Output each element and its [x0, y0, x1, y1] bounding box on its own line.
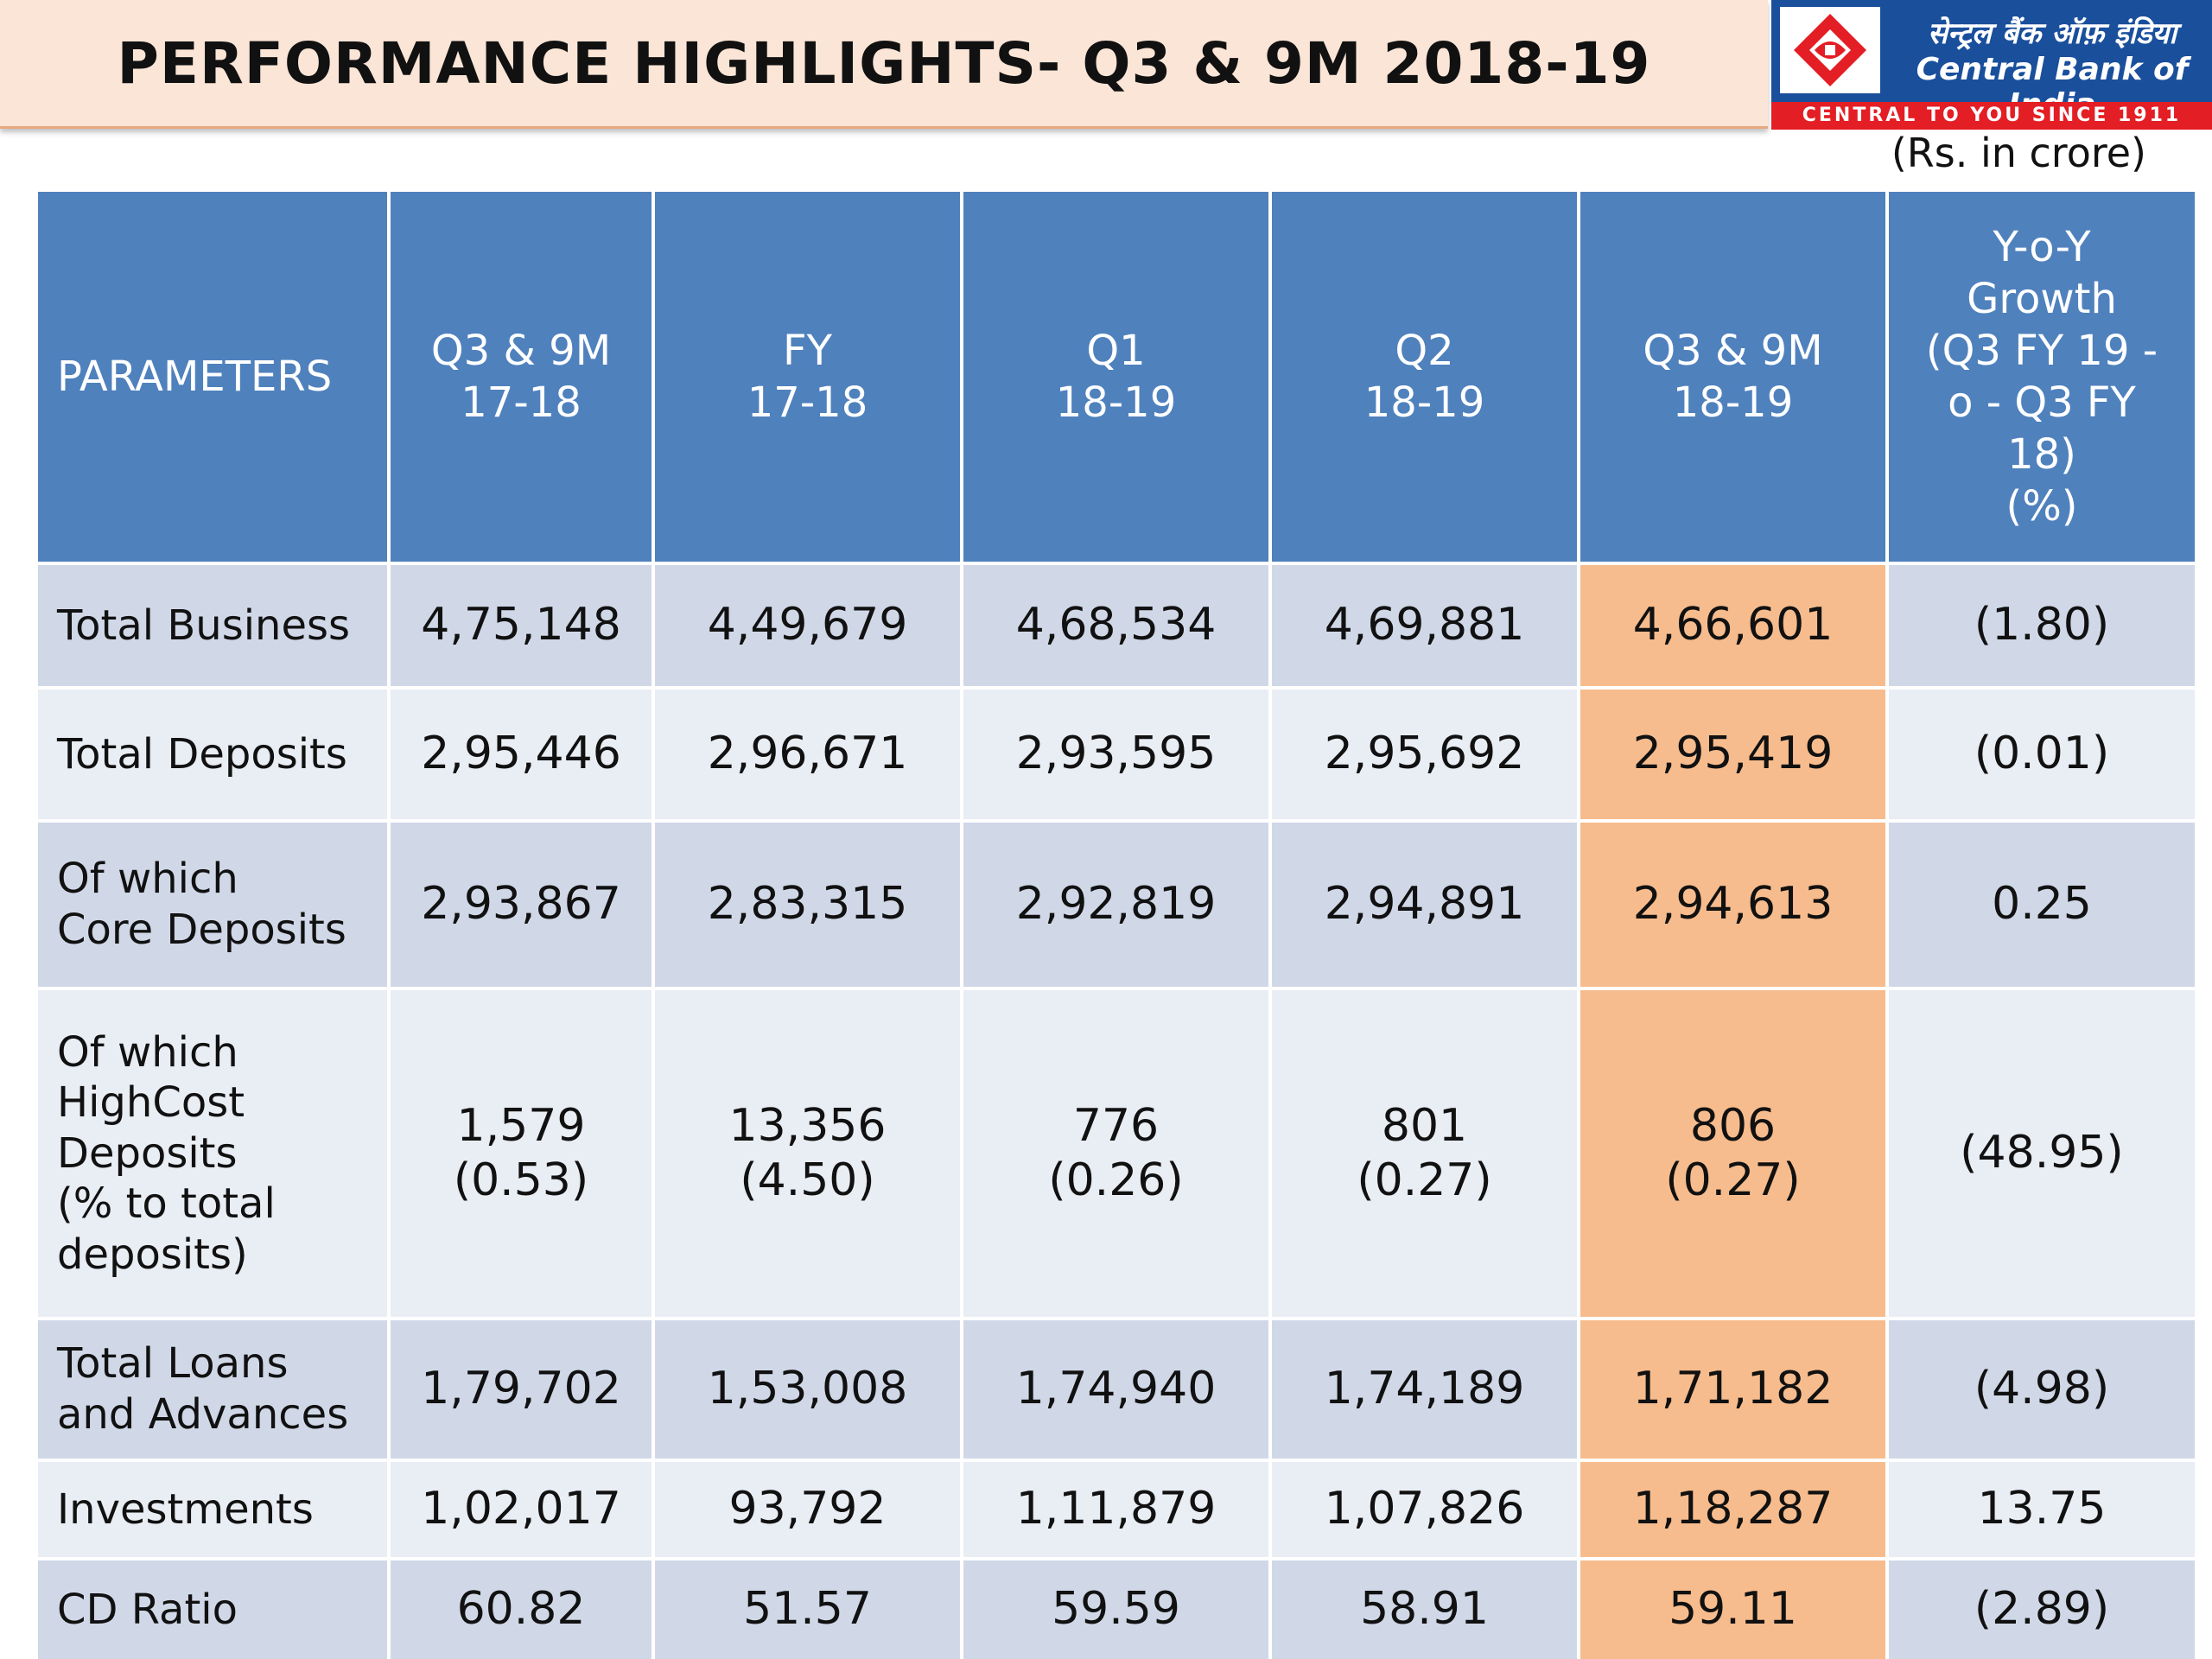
table-cell: 59.59 [963, 1560, 1268, 1659]
table-cell: 2,83,315 [655, 823, 960, 987]
table-cell: 2,93,867 [391, 823, 652, 987]
table-cell: 58.91 [1272, 1560, 1577, 1659]
table-cell-highlight: 1,18,287 [1580, 1462, 1885, 1557]
table-cell-highlight: 2,94,613 [1580, 823, 1885, 987]
table-cell: 2,96,671 [655, 690, 960, 819]
table-cell: 2,92,819 [963, 823, 1268, 987]
header-q1-18-19: Q1 18-19 [963, 192, 1268, 562]
table-cell: 51.57 [655, 1560, 960, 1659]
header-yoy-growth: Y-o-Y Growth (Q3 FY 19 - o - Q3 FY 18) (… [1889, 192, 2195, 562]
table-cell-highlight: 2,95,419 [1580, 690, 1885, 819]
header-fy-17-18: FY 17-18 [655, 192, 960, 562]
header-parameters: PARAMETERS [38, 192, 387, 562]
table-cell: 60.82 [391, 1560, 652, 1659]
row-label-cd-ratio: CD Ratio [38, 1560, 387, 1659]
table-cell: 1,74,940 [963, 1320, 1268, 1459]
table-cell: 4,68,534 [963, 565, 1268, 686]
table-cell-growth: (0.01) [1889, 690, 2195, 819]
table-cell-growth: 0.25 [1889, 823, 2195, 987]
table-cell: 2,94,891 [1272, 823, 1577, 987]
table-cell: 93,792 [655, 1462, 960, 1557]
row-label-investments: Investments [38, 1462, 387, 1557]
table-cell-highlight: 1,71,182 [1580, 1320, 1885, 1459]
header-q3-9m-17-18: Q3 & 9M 17-18 [391, 192, 652, 562]
header-q2-18-19: Q2 18-19 [1272, 192, 1577, 562]
table-cell: 2,93,595 [963, 690, 1268, 819]
table-cell: 1,02,017 [391, 1462, 652, 1557]
row-label-total-loans: Total Loans and Advances [38, 1320, 387, 1459]
table-cell: 2,95,446 [391, 690, 652, 819]
row-label-highcost-deposits: Of which HighCost Deposits (% to total d… [38, 990, 387, 1317]
logo-tagline: CENTRAL TO YOU SINCE 1911 [1771, 102, 2212, 130]
table-cell: 4,49,679 [655, 565, 960, 686]
table-cell: 2,95,692 [1272, 690, 1577, 819]
table-cell: 1,53,008 [655, 1320, 960, 1459]
table-cell-growth: (1.80) [1889, 565, 2195, 686]
table-cell: 1,07,826 [1272, 1462, 1577, 1557]
row-label-total-deposits: Total Deposits [38, 690, 387, 819]
bank-logo: सेन्ट्रल बैंक ऑफ़ इंडिया Central Bank of… [1771, 0, 2212, 130]
page-title: PERFORMANCE HIGHLIGHTS- Q3 & 9M 2018-19 [117, 29, 1651, 97]
table-cell-growth: (2.89) [1889, 1560, 2195, 1659]
performance-table: PARAMETERS Q3 & 9M 17-18 FY 17-18 Q1 18-… [38, 192, 2195, 1659]
table-cell: 1,11,879 [963, 1462, 1268, 1557]
title-banner: PERFORMANCE HIGHLIGHTS- Q3 & 9M 2018-19 [0, 0, 1768, 129]
table-cell: 1,74,189 [1272, 1320, 1577, 1459]
table-cell: 13,356 (4.50) [655, 990, 960, 1317]
table-cell: 801 (0.27) [1272, 990, 1577, 1317]
table-cell-highlight: 806 (0.27) [1580, 990, 1885, 1317]
table-cell: 1,579 (0.53) [391, 990, 652, 1317]
table-cell-growth: 13.75 [1889, 1462, 2195, 1557]
header-q3-9m-18-19: Q3 & 9M 18-19 [1580, 192, 1885, 562]
table-cell-growth: (4.98) [1889, 1320, 2195, 1459]
logo-english-name: Central Bank of India [1916, 52, 2189, 123]
table-cell: 1,79,702 [391, 1320, 652, 1459]
table-cell: 776 (0.26) [963, 990, 1268, 1317]
table-cell-highlight: 59.11 [1580, 1560, 1885, 1659]
table-cell-growth: (48.95) [1889, 990, 2195, 1317]
table-cell: 4,69,881 [1272, 565, 1577, 686]
row-label-core-deposits: Of which Core Deposits [38, 823, 387, 987]
row-label-total-business: Total Business [38, 565, 387, 686]
table-cell: 4,75,148 [391, 565, 652, 686]
unit-note: (Rs. in crore) [1891, 130, 2146, 176]
table-cell-highlight: 4,66,601 [1580, 565, 1885, 686]
logo-hindi-name: सेन्ट्रल बैंक ऑफ़ इंडिया [1927, 16, 2177, 51]
bank-emblem-icon [1780, 7, 1880, 93]
logo-blue-band: सेन्ट्रल बैंक ऑफ़ इंडिया Central Bank of… [1771, 0, 2212, 123]
